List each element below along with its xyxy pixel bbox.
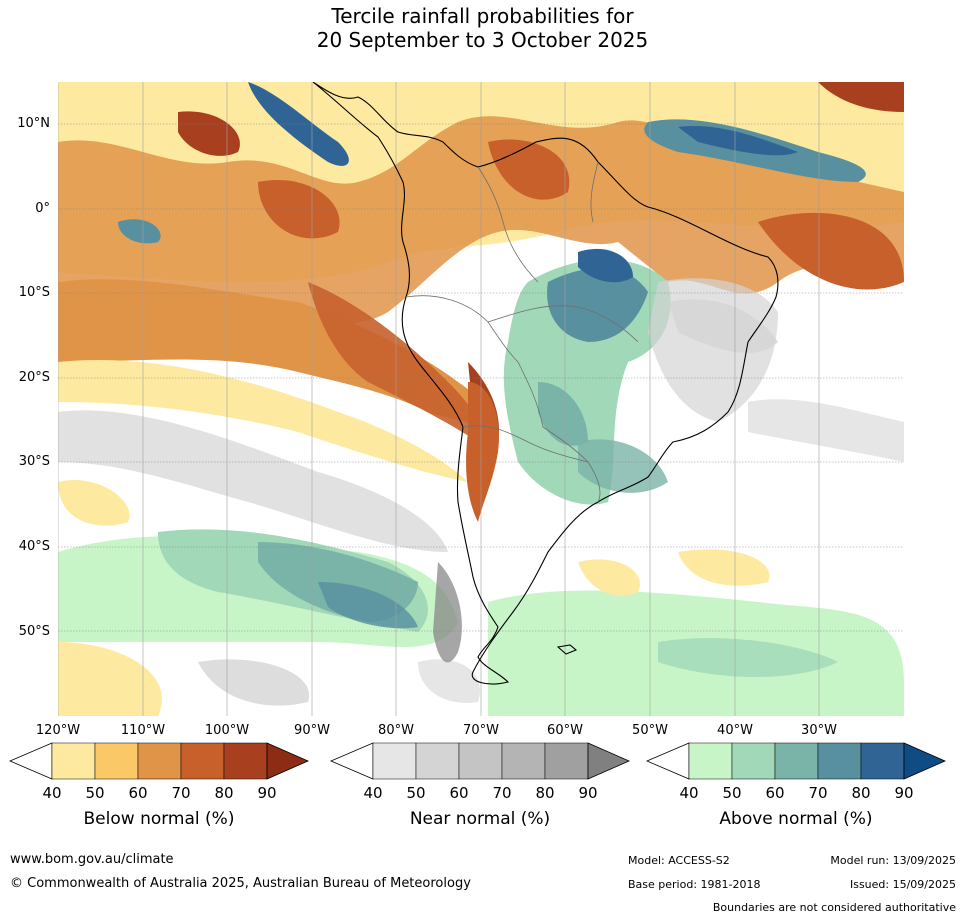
cb-near-swatch-3 [501, 742, 546, 780]
lon-label-120w: 120°W [35, 723, 81, 738]
cb-below-upper-arrow [266, 742, 309, 780]
cb-above-tick-40: 40 [679, 784, 699, 802]
lon-label-50w: 50°W [632, 723, 668, 738]
lat-label-50s: 50°S [18, 624, 50, 639]
cb-below-lower-arrow [8, 742, 53, 780]
colorbar-near-svg [329, 742, 630, 780]
cb-above-tick-90: 90 [894, 784, 914, 802]
map-panel [58, 82, 904, 716]
cb-near-swatch-1 [415, 742, 460, 780]
cb-above-title: Above normal (%) [719, 809, 873, 829]
colorbar-below-normal [8, 742, 309, 780]
probability-map [58, 82, 904, 716]
cb-above-tick-80: 80 [851, 784, 871, 802]
cb-above-swatch-4 [860, 742, 905, 780]
cb-above-swatch-1 [731, 742, 776, 780]
cb-below-tick-90: 90 [257, 784, 277, 802]
cb-below-swatch-2 [137, 742, 182, 780]
cb-above-tick-60: 60 [765, 784, 785, 802]
lon-label-110w: 110°W [120, 723, 166, 738]
cb-near-tick-40: 40 [363, 784, 383, 802]
cb-near-swatch-0 [372, 742, 417, 780]
cb-near-tick-90: 90 [578, 784, 598, 802]
colorbar-near-normal [329, 742, 630, 780]
cb-below-swatch-4 [223, 742, 268, 780]
boundaries-disclaimer: Boundaries are not considered authoritat… [712, 901, 956, 914]
cb-below-tick-60: 60 [128, 784, 148, 802]
cb-near-swatch-2 [458, 742, 503, 780]
cb-above-tick-70: 70 [808, 784, 828, 802]
cb-near-title: Near normal (%) [409, 809, 551, 829]
issued-date: Issued: 15/09/2025 [849, 878, 956, 891]
cb-above-swatch-2 [774, 742, 819, 780]
lat-label-30s: 30°S [18, 454, 50, 469]
cb-below-swatch-1 [94, 742, 139, 780]
lat-label-20s: 20°S [18, 370, 50, 385]
website-link[interactable]: www.bom.gov.au/climate [10, 852, 174, 867]
colorbar-above-svg [645, 742, 946, 780]
cb-below-tick-70: 70 [171, 784, 191, 802]
cb-above-tick-50: 50 [722, 784, 742, 802]
title-line-2: 20 September to 3 October 2025 [316, 28, 649, 52]
cb-above-upper-arrow [903, 742, 946, 780]
cb-near-upper-arrow [587, 742, 630, 780]
coastline [312, 82, 779, 685]
lon-label-80w: 80°W [378, 723, 414, 738]
base-period: Base period: 1981-2018 [628, 878, 761, 891]
lon-label-60w: 60°W [547, 723, 583, 738]
model-name: Model: ACCESS-S2 [628, 854, 730, 867]
cb-near-tick-80: 80 [535, 784, 555, 802]
cb-near-tick-70: 70 [492, 784, 512, 802]
cb-below-tick-40: 40 [42, 784, 62, 802]
colorbar-below-svg [8, 742, 309, 780]
cb-above-lower-arrow [645, 742, 690, 780]
lon-label-30w: 30°W [801, 723, 837, 738]
lat-label-equator: 0° [35, 201, 50, 216]
cb-near-lower-arrow [329, 742, 374, 780]
model-run: Model run: 13/09/2025 [830, 854, 956, 867]
colorbar-above-normal [645, 742, 946, 780]
lon-label-70w: 70°W [463, 723, 499, 738]
cb-above-swatch-0 [688, 742, 733, 780]
cb-near-tick-50: 50 [406, 784, 426, 802]
lon-label-90w: 90°W [294, 723, 330, 738]
copyright-text: © Commonwealth of Australia 2025, Austra… [10, 876, 471, 891]
lat-label-40s: 40°S [18, 539, 50, 554]
cb-near-tick-60: 60 [449, 784, 469, 802]
cb-below-swatch-3 [180, 742, 225, 780]
country-borders [405, 161, 639, 503]
lat-label-10n: 10°N [17, 116, 50, 131]
cb-below-title: Below normal (%) [83, 809, 235, 829]
cb-below-tick-80: 80 [214, 784, 234, 802]
lon-label-40w: 40°W [717, 723, 753, 738]
cb-below-tick-50: 50 [85, 784, 105, 802]
cb-below-swatch-0 [51, 742, 96, 780]
lon-label-100w: 100°W [204, 723, 250, 738]
title-line-1: Tercile rainfall probabilities for [331, 4, 634, 28]
lat-label-10s: 10°S [18, 285, 50, 300]
cb-near-swatch-4 [544, 742, 589, 780]
cb-above-swatch-3 [817, 742, 862, 780]
map-title: Tercile rainfall probabilities for 20 Se… [0, 4, 965, 52]
